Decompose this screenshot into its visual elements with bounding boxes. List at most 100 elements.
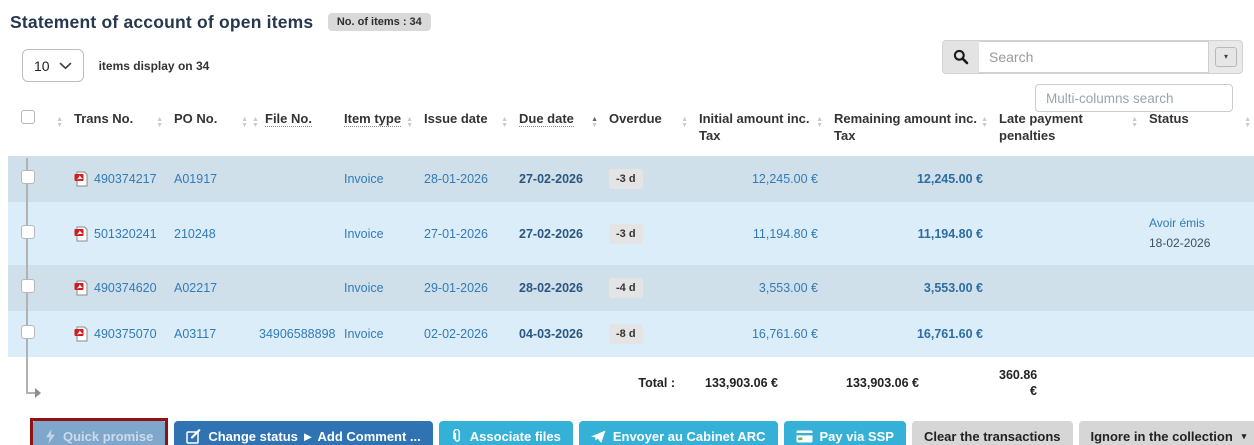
issue-date-value: 02-02-2026 <box>424 327 488 341</box>
edit-icon <box>186 429 201 444</box>
table-row: 490374620 A02217 Invoice 29-01-2026 28-0… <box>8 265 1254 311</box>
row-checkbox[interactable] <box>21 279 35 293</box>
total-initial-amount: 133,903.06 € <box>691 357 826 409</box>
header-initial-amount[interactable]: Initial amount inc. Tax ▲ ▼ <box>699 111 823 143</box>
issue-date-value: 27-01-2026 <box>424 226 488 241</box>
total-remaining-amount: 133,903.06 € <box>826 357 991 409</box>
page-size-select[interactable]: 10 <box>22 49 84 82</box>
associate-files-button[interactable]: Associate files <box>438 421 573 445</box>
quick-promise-highlight-box: Quick promise <box>30 418 169 445</box>
actions-bar: Quick promise Change status ► Add Commen… <box>30 418 1254 445</box>
header-po-no[interactable]: PO No. ▲ ▼ <box>174 111 248 129</box>
po-no-link[interactable]: 210248 <box>174 226 216 241</box>
chevron-down-icon <box>59 62 72 70</box>
po-no-link[interactable]: A03117 <box>174 327 217 341</box>
table-row: 490375070 A03117 34906588898 Invoice 02-… <box>8 311 1254 357</box>
search-input[interactable] <box>979 41 1209 73</box>
overdue-badge: -3 d <box>609 223 643 244</box>
trans-no-link[interactable]: 501320241 <box>94 226 157 241</box>
page-header: Statement of account of open items No. o… <box>0 0 1254 33</box>
total-label: Total : <box>601 357 691 409</box>
select-all-checkbox[interactable] <box>21 110 35 124</box>
header-file-no[interactable]: ▲ ▼ File No. <box>252 111 312 129</box>
row-checkbox[interactable] <box>21 170 35 184</box>
page-size-value: 10 <box>34 57 50 74</box>
sort-icon: ▲ ▼ <box>406 116 413 129</box>
change-status-button[interactable]: Change status ► Add Comment ... <box>174 421 433 445</box>
due-date-value: 27-02-2026 <box>519 226 583 241</box>
total-row: Total : 133,903.06 € 133,903.06 € 360.86… <box>8 357 1254 409</box>
item-type-value: Invoice <box>344 327 384 341</box>
sort-icon: ▲ ▼ <box>816 116 823 129</box>
trans-no-link[interactable]: 490374217 <box>94 172 157 186</box>
table-area: ▲ ▼ Trans No. ▲ ▼ PO No. ▲ ▼ ▲ ▼ File No. <box>8 102 1254 445</box>
sort-icon: ▲ ▼ <box>681 116 688 129</box>
search-button[interactable] <box>943 41 979 73</box>
header-due-date[interactable]: Due date ▲ ▼ <box>519 111 598 129</box>
global-search-group: ▾ <box>942 40 1243 74</box>
po-no-link[interactable]: A02217 <box>174 281 218 295</box>
row-checkbox[interactable] <box>21 224 35 239</box>
header-trans-no[interactable]: Trans No. ▲ ▼ <box>74 111 163 129</box>
status-date: 18-02-2026 <box>1149 236 1211 250</box>
status-value: Avoir émis <box>1149 216 1205 230</box>
sort-icon: ▲ ▼ <box>56 116 63 129</box>
sort-icon: ▲ ▼ <box>981 116 988 129</box>
sort-icon: ▲ ▼ <box>501 116 508 129</box>
row-checkbox[interactable] <box>21 325 35 339</box>
pdf-file-icon[interactable] <box>74 226 88 242</box>
trans-no-link[interactable]: 490375070 <box>94 327 157 341</box>
file-no-value: 34906588898 <box>259 327 336 341</box>
header-item-type[interactable]: Item type ▲ ▼ <box>344 111 413 129</box>
remaining-amount-value: 3,553.00 € <box>923 281 983 295</box>
ignore-collection-button[interactable]: Ignore in the collection ▾ <box>1078 421 1254 445</box>
table-row: 501320241 210248 Invoice 27-01-2026 27-0… <box>8 202 1254 265</box>
search-options-button[interactable]: ▾ <box>1215 47 1237 67</box>
header-late-penalties[interactable]: Late payment penalties ▲ ▼ <box>999 111 1138 143</box>
due-date-value: 04-03-2026 <box>519 327 583 341</box>
header-overdue[interactable]: Overdue ▲ ▼ <box>609 111 688 129</box>
pay-via-ssp-button[interactable]: Pay via SSP <box>783 421 906 445</box>
open-items-table: ▲ ▼ Trans No. ▲ ▼ PO No. ▲ ▼ ▲ ▼ File No. <box>8 102 1254 409</box>
pdf-file-icon[interactable] <box>74 326 88 342</box>
pdf-file-icon[interactable] <box>74 171 88 187</box>
credit-card-icon <box>796 430 813 443</box>
total-late-penalties: 360.86 € <box>991 357 1141 409</box>
lightning-icon <box>45 429 56 444</box>
caret-down-icon: ▾ <box>1223 52 1228 61</box>
initial-amount-value: 16,761.60 € <box>751 327 818 341</box>
overdue-badge: -8 d <box>609 324 643 344</box>
remaining-amount-value: 11,194.80 € <box>917 226 983 241</box>
page-title: Statement of account of open items <box>10 12 314 32</box>
quick-promise-button[interactable]: Quick promise <box>33 421 166 445</box>
table-toolbar: 10 items display on 34 <box>22 49 1254 82</box>
issue-date-value: 28-01-2026 <box>424 172 488 186</box>
issue-date-value: 29-01-2026 <box>424 281 488 295</box>
table-header-row: ▲ ▼ Trans No. ▲ ▼ PO No. ▲ ▼ ▲ ▼ File No. <box>8 102 1254 156</box>
pdf-file-icon[interactable] <box>74 280 88 296</box>
sort-icon: ▲ ▼ <box>156 116 163 129</box>
sort-icon: ▲ ▼ <box>1244 116 1251 129</box>
item-type-value: Invoice <box>344 172 384 186</box>
paperclip-icon <box>451 429 463 444</box>
overdue-badge: -4 d <box>609 278 643 298</box>
po-no-link[interactable]: A01917 <box>174 172 218 186</box>
item-type-value: Invoice <box>344 226 384 241</box>
header-issue-date[interactable]: Issue date ▲ ▼ <box>424 111 508 129</box>
header-remaining-amount[interactable]: Remaining amount inc. Tax ▲ ▼ <box>834 111 988 143</box>
multi-columns-search-input[interactable] <box>1035 84 1233 112</box>
sort-icon: ▲ ▼ <box>252 116 259 129</box>
envoyer-cabinet-arc-button[interactable]: Envoyer au Cabinet ARC <box>578 421 778 445</box>
sort-icon: ▲ ▼ <box>1131 116 1138 129</box>
due-date-value: 27-02-2026 <box>519 172 583 186</box>
header-select-all[interactable]: ▲ ▼ <box>8 102 66 156</box>
item-type-value: Invoice <box>344 281 384 295</box>
items-count-badge: No. of items : 34 <box>327 13 431 31</box>
initial-amount-value: 12,245.00 € <box>751 172 818 186</box>
table-row: 490374217 A01917 Invoice 28-01-2026 27-0… <box>8 156 1254 202</box>
clear-transactions-button[interactable]: Clear the transactions <box>911 421 1073 445</box>
trans-no-link[interactable]: 490374620 <box>94 281 157 295</box>
header-status[interactable]: Status ▲ ▼ <box>1149 111 1251 129</box>
sort-asc-active-icon: ▲ ▼ <box>591 116 598 129</box>
search-icon <box>953 49 969 65</box>
